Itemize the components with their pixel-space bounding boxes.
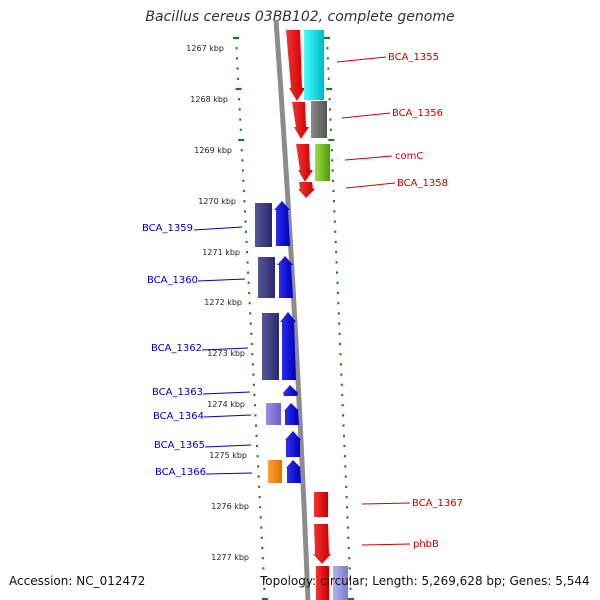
kbp-label: 1271 kbp (202, 248, 240, 257)
cog-block-partial (333, 566, 348, 600)
left-ruler (233, 36, 268, 600)
gene-BCA_1356[interactable] (292, 102, 309, 139)
gene-BCA_1366[interactable] (286, 460, 301, 483)
reverse-strand (255, 201, 301, 483)
cog-block-BCA_1364 (266, 403, 281, 425)
accession-text: Accession: NC_012472 (9, 574, 146, 588)
reverse-labels: BCA_1359 BCA_1360 BCA_1362 BCA_1363 BCA_… (142, 223, 253, 478)
topology-text: Topology: circular; Length: 5,269,628 bp… (260, 574, 590, 588)
kbp-label: 1272 kbp (204, 298, 242, 307)
kbp-labels: 1267 kbp 1268 kbp 1269 kbp 1270 kbp 1271… (186, 44, 249, 562)
cog-block-BCA_1359 (255, 203, 272, 247)
gene-BCA_1359[interactable] (274, 201, 290, 246)
gene-BCA_1362[interactable] (280, 312, 296, 380)
cog-block-BCA_1356 (311, 101, 327, 138)
gene-BCA_1355[interactable] (286, 30, 305, 101)
gene-BCA_1363[interactable] (283, 385, 298, 396)
kbp-label: 1269 kbp (194, 146, 232, 155)
label-BCA_1362[interactable]: BCA_1362 (151, 343, 202, 354)
right-ruler (324, 36, 354, 600)
label-comC[interactable]: comC (395, 151, 423, 162)
cog-block-BCA_1366 (268, 460, 282, 483)
forward-labels: BCA_1355 BCA_1356 comC BCA_1358 BCA_1367… (336, 52, 463, 550)
gene-phbB[interactable] (313, 524, 331, 564)
label-BCA_1367[interactable]: BCA_1367 (412, 498, 463, 509)
gene-comC[interactable] (296, 144, 313, 182)
gene-partial-red (316, 566, 329, 600)
kbp-label: 1273 kbp (207, 349, 245, 358)
cog-block-comC (315, 144, 330, 181)
gene-BCA_1364[interactable] (284, 403, 299, 425)
kbp-label: 1276 kbp (211, 502, 249, 511)
cog-block-BCA_1355 (304, 30, 324, 100)
map-title: Bacillus cereus 03BB102, complete genome (145, 9, 455, 25)
kbp-label: 1277 kbp (211, 553, 249, 562)
gene-BCA_1358[interactable] (298, 182, 315, 198)
kbp-label: 1274 kbp (207, 400, 245, 409)
label-BCA_1366[interactable]: BCA_1366 (155, 467, 206, 478)
cog-block-BCA_1360 (258, 257, 275, 298)
label-BCA_1359[interactable]: BCA_1359 (142, 223, 193, 234)
gene-BCA_1367[interactable] (314, 492, 328, 517)
label-BCA_1355[interactable]: BCA_1355 (388, 52, 439, 63)
gene-BCA_1360[interactable] (277, 256, 293, 298)
gene-BCA_1365[interactable] (285, 431, 301, 457)
kbp-label: 1268 kbp (190, 95, 228, 104)
kbp-label: 1267 kbp (186, 44, 224, 53)
label-BCA_1364[interactable]: BCA_1364 (153, 411, 204, 422)
label-BCA_1358[interactable]: BCA_1358 (397, 178, 448, 189)
label-BCA_1363[interactable]: BCA_1363 (152, 387, 203, 398)
label-BCA_1365[interactable]: BCA_1365 (154, 440, 205, 451)
forward-strand (286, 30, 348, 600)
genome-backbone (273, 19, 311, 600)
label-phbB[interactable]: phbB (413, 539, 439, 550)
cog-block-BCA_1362 (262, 313, 279, 380)
kbp-label: 1275 kbp (209, 451, 247, 460)
label-BCA_1360[interactable]: BCA_1360 (147, 275, 198, 286)
label-BCA_1356[interactable]: BCA_1356 (392, 108, 443, 119)
kbp-label: 1270 kbp (198, 197, 236, 206)
